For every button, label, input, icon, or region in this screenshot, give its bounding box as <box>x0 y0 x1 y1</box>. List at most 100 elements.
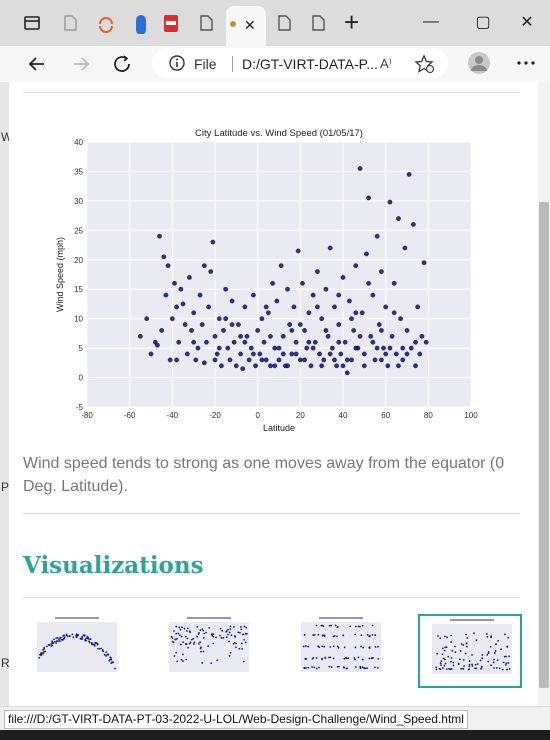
scrollbar[interactable] <box>538 82 550 706</box>
thumbnail-point <box>459 658 461 661</box>
maximize-button[interactable]: ▢ <box>475 14 491 31</box>
thumbnail-point <box>59 636 62 639</box>
data-point <box>259 316 265 322</box>
thumbnail-point <box>174 638 177 641</box>
thumbnail-point <box>329 656 332 659</box>
y-tick-label: 30 <box>74 197 83 206</box>
data-point <box>306 339 312 345</box>
thumbnail-point <box>490 664 493 667</box>
data-point <box>251 351 256 357</box>
active-tab[interactable]: ✕ <box>226 6 266 46</box>
url-field[interactable]: File D:/GT-VIRT-DATA-P... <box>152 48 448 78</box>
favorites-icon[interactable] <box>414 54 436 74</box>
tab-page-icon[interactable] <box>62 12 78 34</box>
thumbnail-point <box>374 634 377 636</box>
workspaces-icon[interactable] <box>22 12 42 34</box>
read-aloud-icon[interactable]: A⁾ <box>380 56 392 71</box>
thumbnail-point <box>504 633 506 636</box>
thumbnail-point <box>216 659 219 662</box>
thumbnail-point <box>202 637 205 639</box>
data-point <box>421 260 427 266</box>
data-point <box>338 351 344 357</box>
thumbnail-wind-speed[interactable] <box>418 614 522 688</box>
data-point <box>387 345 393 351</box>
thumbnail-point <box>199 629 202 632</box>
tab-page-icon[interactable] <box>310 12 326 34</box>
thumbnail-point <box>239 631 241 634</box>
thumbnail-point <box>105 654 107 657</box>
y-tick-label: 10 <box>74 315 83 324</box>
thumbnail-cloudiness[interactable] <box>289 614 389 684</box>
minimize-button[interactable]: — <box>423 13 439 30</box>
thumbnail-point <box>332 635 335 638</box>
thumbnail-point <box>328 624 331 627</box>
thumbnail-point <box>465 633 467 636</box>
thumbnail-point <box>347 657 350 660</box>
tab-close-icon[interactable]: ✕ <box>244 17 256 33</box>
tab-edge-icon[interactable] <box>134 12 148 34</box>
thumbnail-point <box>368 647 371 649</box>
thumbnail-point <box>354 625 357 628</box>
thumbnail-point <box>443 649 446 652</box>
thumbnail-point <box>345 667 348 670</box>
thumbnail-point <box>328 665 331 668</box>
data-point <box>244 333 250 339</box>
close-button[interactable]: ✕ <box>520 14 534 31</box>
data-point <box>174 304 179 310</box>
data-point <box>274 298 280 304</box>
refresh-icon[interactable] <box>108 50 138 78</box>
thumbnail-point <box>190 638 193 641</box>
thumbnail-point <box>210 662 213 664</box>
thumbnail-point <box>241 648 243 650</box>
data-point <box>379 328 384 333</box>
data-point <box>210 239 216 245</box>
thumbnail-point <box>362 646 365 649</box>
data-point <box>312 339 318 345</box>
scrollbar-thumb[interactable] <box>539 202 549 688</box>
thumbnail-point <box>471 665 474 667</box>
data-point <box>180 301 186 307</box>
more-options-icon[interactable] <box>514 52 538 74</box>
thumbnail-humidity[interactable] <box>157 614 257 684</box>
data-point <box>381 345 386 351</box>
pdf-icon[interactable] <box>162 12 180 34</box>
thumbnail-point <box>345 656 347 659</box>
thumbnail-point <box>179 643 182 646</box>
data-point <box>195 345 201 351</box>
y-tick-label: 35 <box>74 167 83 176</box>
thumbnail-point <box>320 624 323 627</box>
thumbnail-point <box>441 647 444 650</box>
thumbnail-plot-area <box>301 622 381 672</box>
thumbnail-point <box>497 639 500 642</box>
thumbnail-point <box>443 664 446 667</box>
new-tab-button[interactable]: + <box>344 7 360 37</box>
thumbnail-point <box>176 637 178 640</box>
thumbnail-point <box>242 660 245 663</box>
thumbnail-point <box>493 658 495 661</box>
data-point <box>212 333 218 339</box>
data-point <box>163 292 169 298</box>
thumbnail-point <box>243 625 246 628</box>
profile-avatar[interactable] <box>466 50 492 76</box>
thumbnail-max-temperature[interactable] <box>25 614 125 684</box>
data-point <box>159 328 165 333</box>
tab-loading-icon[interactable] <box>96 12 116 34</box>
thumbnail-point <box>114 667 116 670</box>
data-point <box>263 357 269 363</box>
thumbnail-point <box>237 631 240 634</box>
data-point <box>161 254 167 260</box>
data-point <box>408 345 414 351</box>
x-tick-label: -80 <box>81 411 93 420</box>
tab-page-icon[interactable] <box>276 12 292 34</box>
thumbnail-point <box>460 667 463 670</box>
thumbnail-point <box>496 659 499 662</box>
x-tick-label: 0 <box>255 411 260 420</box>
forward-icon[interactable] <box>66 50 96 78</box>
back-icon[interactable] <box>22 50 52 78</box>
thumbnail-point <box>349 625 352 628</box>
thumbnail-point <box>304 645 307 647</box>
info-icon[interactable] <box>168 54 186 72</box>
tab-page-icon[interactable] <box>198 12 214 34</box>
url-text[interactable]: D:/GT-VIRT-DATA-P... <box>242 56 378 72</box>
thumbnail-point <box>337 646 340 649</box>
